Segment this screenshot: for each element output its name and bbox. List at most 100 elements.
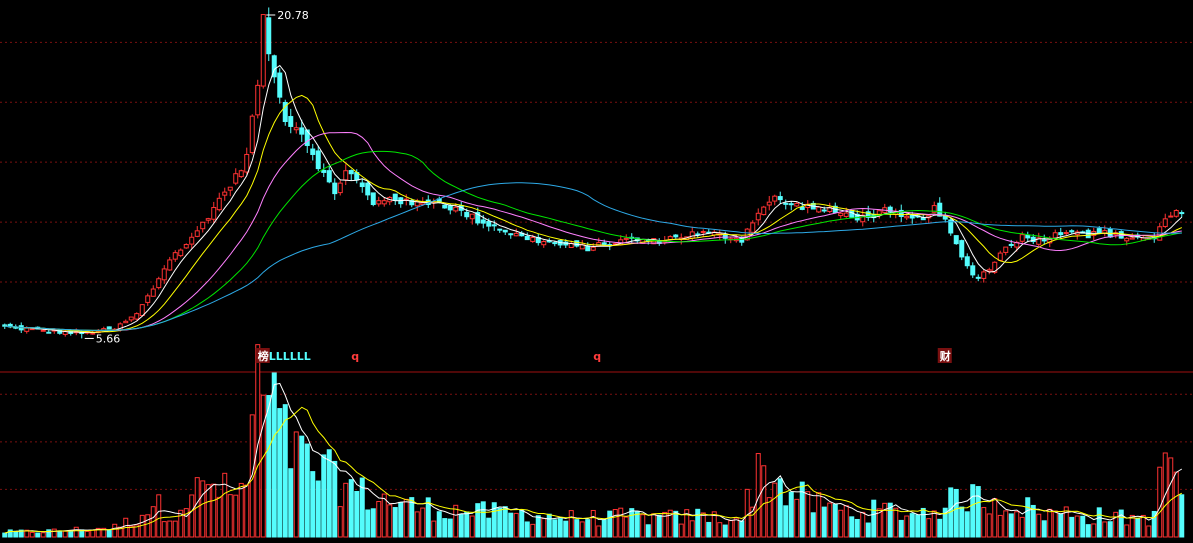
candle-body [959, 240, 965, 258]
candle-body [596, 242, 602, 247]
price-annotation-label: 20.78 [277, 9, 309, 22]
candle-body [799, 206, 805, 210]
volume-bar [293, 431, 299, 538]
candle-body [794, 202, 800, 207]
volume-bar [101, 527, 107, 538]
candle-body [964, 256, 970, 267]
candle-body [161, 268, 167, 281]
volume-bar [18, 529, 24, 538]
volume-bar [200, 480, 206, 538]
volume-bar [205, 484, 211, 538]
volume-bar [1080, 515, 1086, 538]
volume-bar [112, 523, 118, 538]
candle-body [2, 324, 8, 327]
volume-bar [469, 515, 475, 538]
volume-bar [541, 518, 547, 538]
candle-body [46, 331, 52, 334]
candle-body [255, 84, 261, 116]
candle-body [1008, 243, 1014, 246]
ma-line-10 [4, 94, 1182, 333]
volume-bar [1107, 521, 1113, 538]
volume-bar [645, 524, 651, 538]
volume-bar [1102, 521, 1108, 538]
volume-bar [519, 509, 525, 538]
event-marker: q [593, 350, 601, 363]
candle-body [123, 320, 129, 324]
volume-bar [167, 520, 173, 538]
volume-bar [436, 511, 442, 538]
event-markers: 榜 LLLLLL q q 财 [255, 348, 952, 363]
candle-body [843, 212, 849, 217]
volume-bar [827, 502, 833, 538]
volume-bar [590, 509, 596, 538]
volume-ma-line-10 [4, 406, 1183, 534]
volume-bar [288, 468, 294, 538]
volume-bar [227, 494, 233, 538]
volume-bar [1140, 514, 1146, 538]
volume-bar [24, 529, 30, 538]
candle-body [970, 265, 976, 276]
volume-bar [403, 498, 409, 538]
candle-body [304, 129, 310, 146]
volume-bar [1151, 510, 1157, 538]
volume-bar [915, 514, 921, 538]
volume-bar [337, 506, 343, 538]
volume-bar [678, 523, 684, 538]
candle-body [183, 244, 189, 249]
volume-bar [964, 511, 970, 538]
volume-bar [959, 506, 965, 538]
volume-bar [711, 511, 717, 538]
volume-bar [255, 344, 261, 538]
volume-bar [805, 491, 811, 538]
volume-bar [876, 508, 882, 538]
candle-body [574, 240, 580, 247]
volume-bar [816, 492, 822, 538]
volume-bar [354, 491, 360, 538]
candle-body [332, 182, 338, 195]
volume-bar [425, 497, 431, 538]
volume-bar [387, 504, 393, 538]
candle-body [244, 153, 250, 173]
volume-bar [942, 507, 948, 538]
candle-body [700, 230, 706, 233]
candle-body [205, 218, 211, 221]
candle-body [904, 215, 910, 219]
candle-body [513, 232, 519, 237]
volume-bar [1146, 525, 1152, 538]
volume-bar [332, 460, 338, 538]
candle-body [530, 236, 536, 242]
candle-body [326, 170, 332, 183]
candle-body [623, 237, 629, 240]
volume-bar [7, 529, 13, 538]
volume-bar [733, 517, 739, 538]
candle-body [931, 205, 937, 213]
candle-body [783, 202, 789, 205]
volume-bar [502, 506, 508, 538]
candle-body [1069, 230, 1075, 233]
candle-body [986, 269, 992, 272]
candle-body [1168, 215, 1174, 218]
candle-body [480, 219, 486, 224]
candle-body [343, 170, 349, 181]
candle-body [1058, 232, 1064, 236]
volume-bar [992, 498, 998, 538]
volume-bar [365, 509, 371, 538]
candle-body [898, 209, 904, 218]
ma-line-30 [4, 150, 1182, 331]
candle-body [90, 332, 96, 335]
volume-bar [68, 530, 74, 538]
volume-bar [766, 497, 772, 538]
volume-bar [970, 484, 976, 538]
volume-bar [579, 521, 585, 538]
volume-bar [722, 524, 728, 538]
candle-body [937, 202, 943, 217]
volume-bar [491, 502, 497, 538]
candle-body [1173, 210, 1179, 217]
candle-body [1162, 218, 1168, 227]
volume-bar [838, 509, 844, 538]
candle-body [321, 169, 327, 173]
volume-bar [183, 508, 189, 538]
volume-bar [986, 513, 992, 538]
volume-bar [178, 509, 184, 538]
volume-bar [381, 493, 387, 538]
